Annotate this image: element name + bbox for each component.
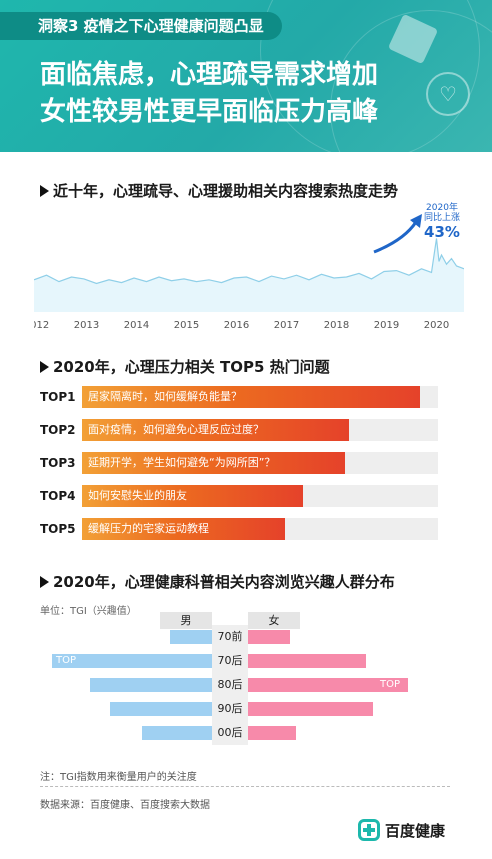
x-tick-label: 2017 <box>274 320 299 331</box>
annotation-value: 43% <box>424 223 460 241</box>
bar-track: 延期开学，学生如何避免“为网所困”？ <box>82 452 438 474</box>
male-bar <box>170 630 212 644</box>
age-group-label: 80后 <box>217 678 243 691</box>
section-title-audience: 2020年，心理健康科普相关内容浏览兴趣人群分布 <box>40 571 395 592</box>
x-tick-label: 2020 <box>424 320 449 331</box>
female-bar <box>248 654 367 668</box>
question-label: 面对疫情，如何避免心理反应过度？ <box>88 423 264 436</box>
section-title-top5-text: 2020年，心理压力相关 TOP5 热门问题 <box>53 358 330 376</box>
question-label: 如何安慰失业的朋友 <box>88 489 187 502</box>
top-row: TOP2 面对疫情，如何避免心理反应过度？ <box>40 419 440 441</box>
male-bar <box>141 726 212 740</box>
female-bar <box>248 726 296 740</box>
divider <box>40 786 450 787</box>
male-bar <box>90 678 212 692</box>
question-label: 缓解压力的宅家运动教程 <box>88 522 209 535</box>
age-group-label: 70前 <box>217 630 243 643</box>
audience-row: 00后 <box>0 721 492 745</box>
growth-arrow-icon <box>373 221 418 254</box>
section-title-audience-text: 2020年，心理健康科普相关内容浏览兴趣人群分布 <box>53 573 395 591</box>
bar-track: 如何安慰失业的朋友 <box>82 485 438 507</box>
age-group-label: 70后 <box>217 654 243 667</box>
male-top-label: TOP <box>56 655 77 666</box>
audience-row: 70后 TOP <box>0 649 492 673</box>
audience-row: 70前 <box>0 625 492 649</box>
triangle-bullet-icon <box>40 361 49 373</box>
female-bar <box>248 678 408 692</box>
section-title-top5: 2020年，心理压力相关 TOP5 热门问题 <box>40 356 330 377</box>
heart-icon: ♡ <box>426 72 470 116</box>
age-label-bg <box>212 697 248 721</box>
x-tick-label: 2012 <box>34 320 49 331</box>
triangle-bullet-icon <box>40 576 49 588</box>
brand-name: 百度健康 <box>385 821 446 840</box>
brand-logo: 百度健康 <box>358 818 445 842</box>
top-row: TOP3 延期开学，学生如何避免“为网所困”？ <box>40 452 440 474</box>
rank-label: TOP2 <box>40 423 76 437</box>
bar-fill <box>82 518 285 540</box>
x-tick-label: 2015 <box>174 320 199 331</box>
female-bar <box>248 702 373 716</box>
section-title-trend: 近十年，心理疏导、心理援助相关内容搜索热度走势 <box>40 180 398 201</box>
data-source: 数据来源：百度健康、百度搜索大数据 <box>40 800 210 811</box>
audience-row: 80后 TOP <box>0 673 492 697</box>
male-bar <box>52 654 212 668</box>
age-label-bg <box>212 625 248 649</box>
question-label: 居家隔离时，如何缓解负能量？ <box>88 390 242 403</box>
bar-track: 缓解压力的宅家运动教程 <box>82 518 438 540</box>
x-tick-label: 2018 <box>324 320 349 331</box>
legend-female: 女 <box>248 612 300 629</box>
medical-cross-icon <box>358 819 380 841</box>
header-banner: 洞察3 疫情之下心理健康问题凸显 面临焦虑，心理疏导需求增加 女性较男性更早面临… <box>0 0 492 152</box>
x-tick-label: 2016 <box>224 320 249 331</box>
age-label-bg <box>212 673 248 697</box>
trend-line <box>34 238 464 285</box>
age-group-label: 00后 <box>217 726 243 739</box>
annotation-label: 同比上涨 <box>424 211 460 223</box>
female-top-label: TOP <box>380 679 401 690</box>
rank-label: TOP5 <box>40 522 76 536</box>
footnote: 注：TGI指数用来衡量用户的关注度 <box>40 772 197 783</box>
male-bar <box>109 702 212 716</box>
rank-label: TOP1 <box>40 390 76 404</box>
audience-row: 90后 <box>0 697 492 721</box>
trend-area <box>34 238 464 312</box>
top-row: TOP4 如何安慰失业的朋友 <box>40 485 440 507</box>
age-group-label: 90后 <box>217 702 243 715</box>
arrow-head-icon <box>410 214 422 228</box>
unit-label: 单位：TGI（兴趣值） <box>40 606 137 617</box>
bar-track: 面对疫情，如何避免心理反应过度？ <box>82 419 438 441</box>
headline-line-2: 女性较男性更早面临压力高峰 <box>40 97 379 127</box>
bar-fill <box>82 485 303 507</box>
top-row: TOP1 居家隔离时，如何缓解负能量？ <box>40 386 440 408</box>
insight-tag: 洞察3 疫情之下心理健康问题凸显 <box>0 12 282 40</box>
triangle-bullet-icon <box>40 185 49 197</box>
annotation-year: 2020年 <box>426 201 458 213</box>
top-row: TOP5 缓解压力的宅家运动教程 <box>40 518 440 540</box>
bar-fill <box>82 452 346 474</box>
bar-fill <box>82 419 349 441</box>
x-tick-label: 2019 <box>374 320 399 331</box>
x-tick-label: 2013 <box>74 320 99 331</box>
rank-label: TOP3 <box>40 456 76 470</box>
age-label-bg <box>212 649 248 673</box>
age-label-bg <box>212 721 248 745</box>
trend-chart: 2012 2013 2014 2015 2016 2017 2018 2019 2020 2020… <box>34 201 464 331</box>
section-title-trend-text: 近十年，心理疏导、心理援助相关内容搜索热度走势 <box>53 182 399 200</box>
headline-line-1: 面临焦虑，心理疏导需求增加 <box>40 60 379 90</box>
female-bar <box>248 630 290 644</box>
x-tick-label: 2014 <box>124 320 149 331</box>
rank-label: TOP4 <box>40 489 76 503</box>
bar-fill <box>82 386 421 408</box>
bar-track: 居家隔离时，如何缓解负能量？ <box>82 386 438 408</box>
question-label: 延期开学，学生如何避免“为网所困”？ <box>88 456 276 469</box>
legend-male: 男 <box>160 612 212 629</box>
